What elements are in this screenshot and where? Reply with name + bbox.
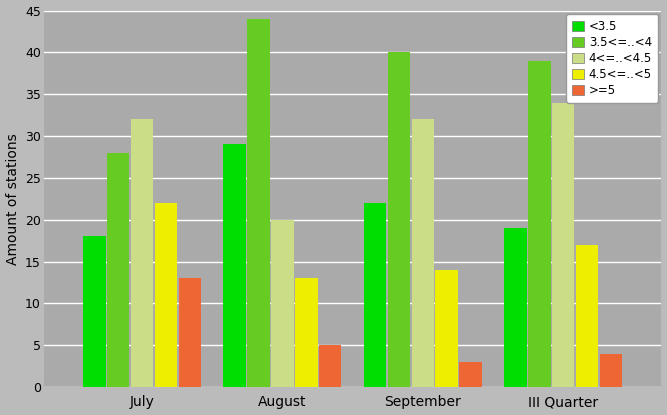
Bar xyxy=(179,278,201,387)
Bar xyxy=(388,52,410,387)
Legend: <3.5, 3.5<=..<4, 4<=..<4.5, 4.5<=..<5, >=5: <3.5, 3.5<=..<4, 4<=..<4.5, 4.5<=..<5, >… xyxy=(566,14,658,103)
Bar xyxy=(436,270,458,387)
Y-axis label: Amount of stations: Amount of stations xyxy=(5,133,19,265)
Bar xyxy=(412,120,434,387)
Bar xyxy=(528,61,550,387)
Bar xyxy=(155,203,177,387)
Bar xyxy=(131,120,153,387)
Bar xyxy=(271,220,293,387)
Bar xyxy=(600,354,622,387)
Bar xyxy=(83,237,105,387)
Bar xyxy=(460,362,482,387)
Bar xyxy=(107,153,129,387)
Bar xyxy=(364,203,386,387)
Bar xyxy=(552,103,574,387)
Bar xyxy=(319,345,342,387)
Bar xyxy=(247,19,269,387)
Bar xyxy=(576,245,598,387)
Bar xyxy=(223,144,246,387)
Bar xyxy=(295,278,317,387)
Bar xyxy=(504,228,527,387)
